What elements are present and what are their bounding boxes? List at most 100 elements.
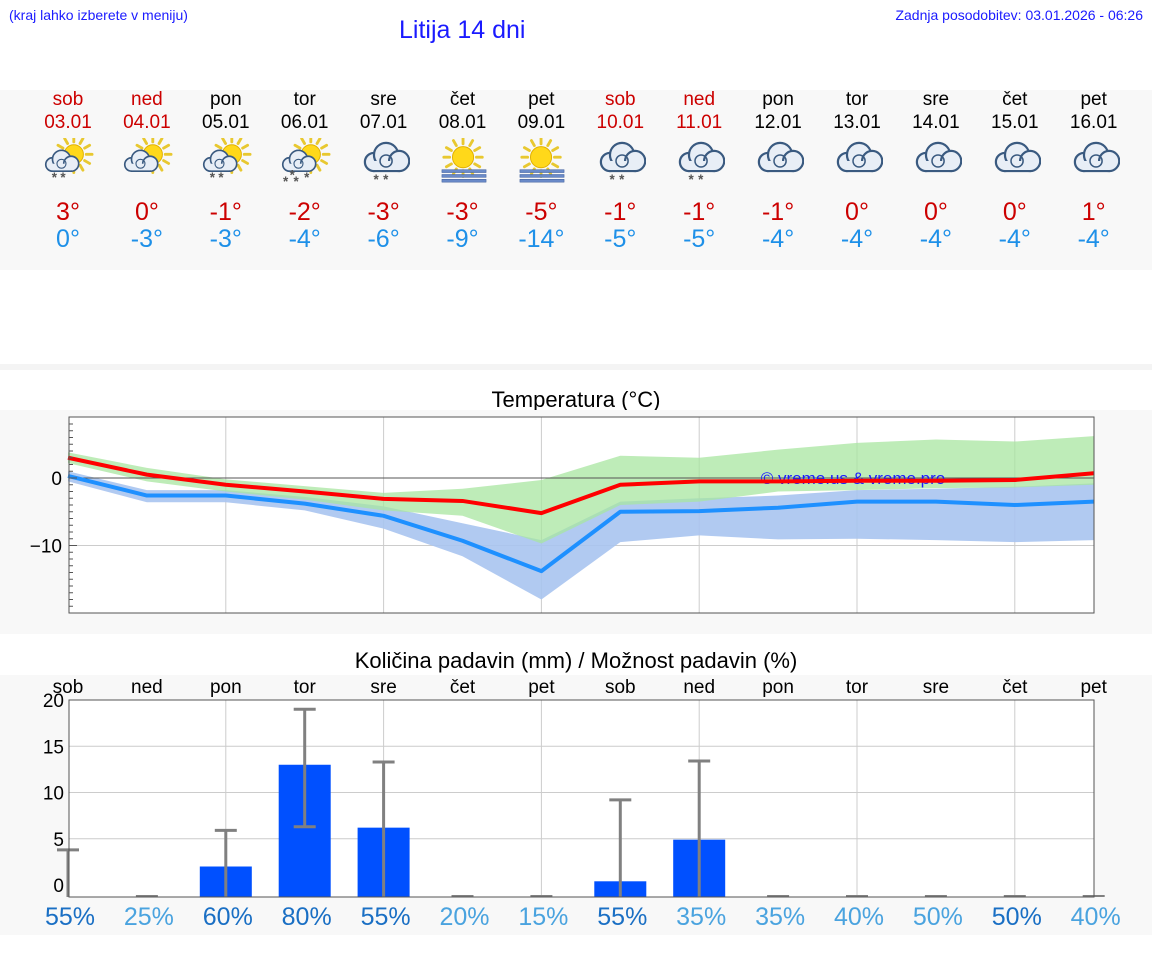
temp-max: 0° <box>1002 198 1027 226</box>
page-title: Litija 14 dni <box>399 16 526 44</box>
fog-line <box>441 179 486 183</box>
sun-ray <box>299 138 306 145</box>
cloud-body <box>131 163 151 171</box>
sun-disc <box>530 146 553 169</box>
cloud-detail <box>214 158 225 169</box>
day-name: tor <box>845 89 869 110</box>
sun-ray <box>467 139 474 148</box>
sun-ray <box>546 139 553 148</box>
precipitation-chart-title: Količina padavin (mm) / Možnost padavin … <box>354 648 798 673</box>
sun-ray <box>236 138 243 145</box>
sun-ray <box>315 163 322 172</box>
sun-ray <box>56 143 65 150</box>
cloud-icon <box>915 141 962 173</box>
x-day-label: čet <box>450 677 476 698</box>
cloud-detail <box>1010 154 1024 168</box>
temp-min: 0° <box>56 225 80 253</box>
cloud-shape <box>836 141 883 173</box>
temp-max: -3° <box>367 198 400 226</box>
last-updated: Zadnja posodobitev: 03.01.2026 - 06:26 <box>895 7 1143 23</box>
max-temp-line <box>67 455 1094 516</box>
x-day-label: čet <box>1002 677 1028 698</box>
cloud-detail <box>56 158 67 169</box>
fog-line <box>441 169 486 173</box>
x-day-label: sre <box>923 677 949 698</box>
sun-cloud-icon <box>123 138 173 174</box>
plot-frame <box>68 416 1095 614</box>
temp-min: -4° <box>1077 225 1110 253</box>
sun-ray <box>551 162 560 169</box>
precip-probability: 60% <box>202 903 253 931</box>
sun-ray <box>319 143 328 150</box>
day-date: 03.01 <box>44 112 92 133</box>
error-bar <box>57 848 79 897</box>
sun-ray <box>214 143 223 150</box>
temp-max: -1° <box>683 198 716 226</box>
y-tick-label: 0 <box>51 469 62 490</box>
day-name: sob <box>52 89 84 110</box>
daily-forecast-band <box>0 90 1152 270</box>
temp-min: -5° <box>683 225 716 253</box>
snowflake: * <box>210 170 216 185</box>
day-name: pet <box>1080 89 1107 110</box>
sun-disc <box>451 146 474 169</box>
sun-ray <box>530 139 537 148</box>
y-tick-label: 0 <box>53 876 64 897</box>
plot-area <box>69 700 1094 897</box>
sun-ray <box>472 146 481 152</box>
sun-ray <box>523 162 532 169</box>
cloud-shape <box>363 141 410 173</box>
sun-ray <box>523 146 532 152</box>
snowflake: * <box>60 170 66 185</box>
temp-min: -4° <box>919 225 952 253</box>
temp-max: -2° <box>288 198 321 226</box>
snowflake: * <box>52 170 58 185</box>
cloud-shape <box>915 141 962 173</box>
fog-line <box>520 179 565 183</box>
snowflake: * <box>383 172 389 186</box>
precip-probability: 55% <box>360 903 411 931</box>
sun-ray <box>240 159 249 165</box>
x-day-label: ned <box>683 677 715 698</box>
sun-ray <box>451 139 458 148</box>
sun-ray <box>78 138 85 145</box>
plot-frame <box>68 699 1095 898</box>
x-day-label: tor <box>846 677 869 698</box>
day-name: pet <box>528 89 555 110</box>
y-tick-label: 15 <box>43 737 64 758</box>
x-day-label: sob <box>605 677 636 698</box>
sun-ray <box>83 159 92 165</box>
temp-min: -5° <box>604 225 637 253</box>
cloud-icon <box>757 141 805 173</box>
precip-probability: 15% <box>518 903 569 931</box>
snowflake: * <box>619 172 625 186</box>
day-date: 11.01 <box>676 112 723 133</box>
day-date: 14.01 <box>912 112 960 133</box>
precip-probability: 25% <box>123 903 174 931</box>
cloud-body <box>210 163 230 171</box>
temp-min: -14° <box>518 225 565 253</box>
error-bar <box>372 760 395 897</box>
precip-probability: 35% <box>676 903 727 931</box>
precip-probability: 50% <box>912 903 963 931</box>
sun-fog-icon <box>441 138 486 183</box>
cloud-shape <box>757 141 805 173</box>
precip-probability: 40% <box>1070 903 1121 931</box>
sun-ray <box>315 138 322 145</box>
cloud-detail <box>378 154 393 168</box>
cloud-body <box>373 160 399 171</box>
cloud-body <box>610 160 636 171</box>
day-name: tor <box>293 89 316 110</box>
sun-ray <box>221 138 227 145</box>
x-day-label: pet <box>528 677 555 698</box>
snowflake: * <box>283 174 289 186</box>
temp-max: 0° <box>923 198 948 226</box>
temp-min: -9° <box>446 225 479 253</box>
day-name: čet <box>449 89 476 110</box>
fog-line <box>520 169 565 173</box>
max-temp-range-band <box>68 436 1094 544</box>
sun-cloud-snow-icon: * * <box>202 138 252 185</box>
day-name: ned <box>131 89 163 110</box>
precip-probability: 35% <box>755 903 806 931</box>
sun-ray <box>551 146 560 152</box>
